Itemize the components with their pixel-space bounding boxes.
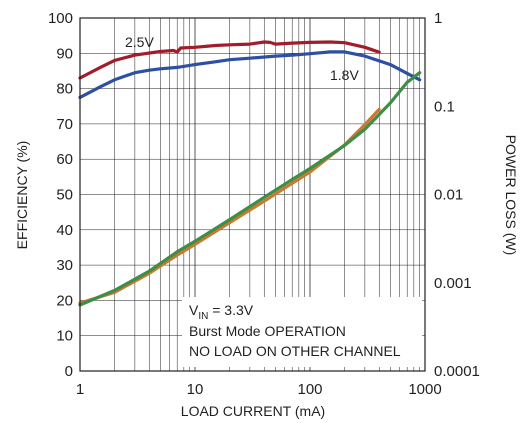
y-tick-label: 40 [56, 222, 73, 239]
plot-frame [79, 17, 426, 372]
annotation-backdrop [182, 297, 422, 367]
y2-tick-label: 0.1 [434, 98, 455, 115]
x-axis-title: LOAD CURRENT (mA) [181, 403, 325, 419]
annotation-vin-main: V [189, 302, 199, 318]
y2-axis-title: POWER LOSS (W) [503, 135, 519, 256]
y-tick-label: 0 [65, 363, 73, 380]
series-labels: 2.5V 1.8V [125, 34, 359, 83]
annotation-burst-mode: Burst Mode OPERATION [189, 323, 346, 339]
x-tick-label: 100 [297, 381, 322, 398]
y2-tick-label: 0.0001 [434, 363, 480, 380]
annotation-vin: VIN = 3.3V [189, 302, 254, 322]
series-line-2 [78, 50, 422, 99]
y-tick-label: 10 [56, 328, 73, 345]
y-axis-title: EFFICIENCY (%) [14, 141, 30, 250]
y-tick-label: 60 [56, 151, 73, 168]
series-lines [78, 40, 422, 307]
series-label-1: 2.5V [125, 34, 154, 50]
y-tick-label: 50 [56, 187, 73, 204]
annotation-vin-sub: IN [198, 311, 208, 322]
annotation-no-load: NO LOAD ON OTHER CHANNEL [189, 343, 401, 359]
y-tick-label: 100 [48, 10, 73, 27]
annotation-vin-rest: = 3.3V [208, 302, 253, 318]
x-tick-label: 10 [187, 381, 204, 398]
series-line-1 [78, 40, 381, 80]
x-tick-label: 1000 [408, 381, 441, 398]
y-tick-label: 80 [56, 81, 73, 98]
y2-tick-label: 1 [434, 10, 442, 27]
series-line-4 [78, 71, 422, 307]
tick-labels: 1 10 100 1000 0 10 20 30 40 50 60 70 80 90 100 1 0.1 0.01… [48, 10, 480, 398]
y2-tick-label: 0.01 [434, 187, 463, 204]
y-tick-label: 30 [56, 257, 73, 274]
y-tick-label: 20 [56, 292, 73, 309]
y-tick-label: 70 [56, 116, 73, 133]
y2-tick-label: 0.001 [434, 275, 472, 292]
series-label-2: 1.8V [330, 67, 359, 83]
y-tick-label: 90 [56, 45, 73, 62]
x-tick-label: 1 [76, 381, 84, 398]
